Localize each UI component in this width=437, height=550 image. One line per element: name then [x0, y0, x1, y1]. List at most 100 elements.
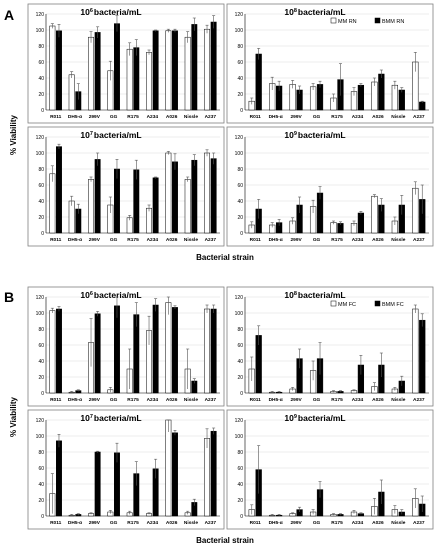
x-tick-label: R175 — [331, 397, 343, 403]
bar-bmm — [210, 430, 217, 517]
x-tick-label: R011 — [50, 114, 62, 120]
y-tick-label: 100 — [36, 434, 45, 440]
panel-title: 106bacteria/mL — [80, 7, 141, 17]
y-tick-label: 80 — [237, 167, 243, 173]
y-tick-label: 20 — [38, 92, 44, 98]
chart-panels: 0 20 40 60 80 100 120 106bacteria/mL R011 DH5-α 29… — [27, 3, 434, 530]
x-tick-label: DH5-α — [68, 397, 82, 403]
x-tick-label: R175 — [127, 237, 139, 243]
bar-mm — [204, 438, 210, 517]
y-tick-label: 20 — [38, 375, 44, 381]
y-tick-label: 20 — [237, 375, 243, 381]
x-tick-label: A234 — [352, 397, 364, 403]
bar-bmm — [172, 30, 178, 111]
bar-mm — [412, 308, 419, 394]
bar-mm — [49, 173, 56, 234]
legend-swatch-mm — [330, 17, 337, 24]
y-tick-label: 20 — [38, 215, 44, 221]
bar-mm — [371, 195, 378, 234]
x-tick-label: DH5-α — [68, 237, 82, 243]
x-tick-label: R011 — [250, 114, 262, 120]
panel-title: 107bacteria/mL — [80, 413, 141, 423]
x-tick-label: A234 — [147, 237, 159, 243]
y-tick-label: 60 — [237, 183, 243, 189]
x-tick-label: Nissle — [184, 520, 198, 526]
x-tick-label: DH5-α — [269, 114, 283, 120]
y-tick-label: 80 — [237, 327, 243, 333]
y-tick-label: 40 — [237, 359, 243, 365]
bar-mm — [204, 308, 210, 394]
legend-swatch-bmm — [374, 17, 381, 24]
bar-bmm — [56, 308, 62, 394]
x-tick-label: GG — [110, 114, 118, 120]
x-tick-label: A026 — [166, 114, 178, 120]
panel-letter-b: B — [4, 289, 14, 305]
y-tick-label: 20 — [237, 215, 243, 221]
x-tick-label: GG — [313, 520, 321, 526]
y-tick-label: 0 — [41, 514, 44, 520]
x-tick-label: A234 — [147, 397, 159, 403]
x-tick-label: A026 — [372, 237, 384, 243]
y-tick-label: 120 — [235, 295, 244, 301]
x-tick-label: A234 — [147, 520, 159, 526]
x-tick-label: Nissle — [391, 114, 405, 120]
bar-mm — [49, 25, 56, 111]
y-tick-label: 100 — [235, 434, 244, 440]
legend-swatch-mm — [330, 300, 337, 307]
bar-bmm — [94, 313, 101, 394]
bar-mm — [49, 310, 56, 394]
x-tick-label: 299V — [291, 237, 303, 243]
chart-panel-2: 0 20 40 60 80 100 120 108bacteria/mL MM RN BMM RN… — [226, 3, 434, 124]
x-tick-label: R175 — [331, 520, 343, 526]
x-tick-label: A026 — [166, 520, 178, 526]
y-tick-label: 60 — [237, 466, 243, 472]
panel-title: 108bacteria/mL — [284, 7, 345, 17]
y-tick-label: 80 — [38, 327, 44, 333]
x-tick-label: DH5-α — [269, 520, 283, 526]
x-tick-label: DH5-α — [269, 397, 283, 403]
panel-title: 109bacteria/mL — [284, 413, 345, 423]
legend-swatch-bmm — [374, 300, 381, 307]
bar-bmm — [56, 440, 62, 517]
chart-panel-7: 0 20 40 60 80 100 120 107bacteria/mL R011 DH5-α 29… — [27, 409, 225, 530]
y-tick-label: 20 — [237, 92, 243, 98]
x-tick-label: A234 — [352, 520, 364, 526]
x-tick-label: R011 — [250, 237, 262, 243]
y-axis-label-a: % Viability — [9, 115, 18, 155]
x-tick-label: GG — [313, 237, 321, 243]
bar-bmm — [210, 21, 217, 111]
x-tick-label: A237 — [205, 397, 217, 403]
y-tick-label: 20 — [38, 498, 44, 504]
y-tick-label: 120 — [36, 418, 45, 424]
x-tick-label: A234 — [147, 114, 159, 120]
bar-bmm — [114, 23, 120, 111]
y-tick-label: 60 — [38, 466, 44, 472]
y-tick-label: 40 — [237, 76, 243, 82]
bar-bmm — [172, 307, 178, 394]
bar-bmm — [398, 89, 405, 111]
bar-bmm — [210, 308, 217, 394]
bar-mm — [165, 302, 172, 394]
x-tick-label: R011 — [250, 397, 262, 403]
panel-title: 109bacteria/mL — [284, 130, 345, 140]
bar-bmm — [133, 47, 140, 111]
y-tick-label: 120 — [36, 295, 45, 301]
chart-panel-8: 0 20 40 60 80 100 120 109bacteria/mL R011 DH5-α 29… — [226, 409, 434, 530]
chart-panel-5: 0 20 40 60 80 100 120 106bacteria/mL R011 DH5-α 29… — [27, 286, 225, 407]
y-tick-label: 120 — [235, 418, 244, 424]
x-tick-label: R175 — [127, 397, 139, 403]
y-tick-label: 80 — [38, 167, 44, 173]
y-tick-label: 100 — [36, 28, 45, 34]
x-tick-label: A026 — [372, 114, 384, 120]
bar-mm — [204, 28, 210, 111]
y-tick-label: 80 — [38, 450, 44, 456]
legend-label-bmm: BMM RN — [382, 19, 404, 25]
y-tick-label: 100 — [235, 311, 244, 317]
x-tick-label: A234 — [352, 237, 364, 243]
x-tick-label: A237 — [413, 397, 425, 403]
bar-bmm — [56, 30, 62, 111]
x-tick-label: DH5-α — [269, 237, 283, 243]
x-tick-label: 299V — [89, 237, 101, 243]
bar-mm — [204, 152, 210, 234]
x-tick-label: Nissle — [391, 520, 405, 526]
